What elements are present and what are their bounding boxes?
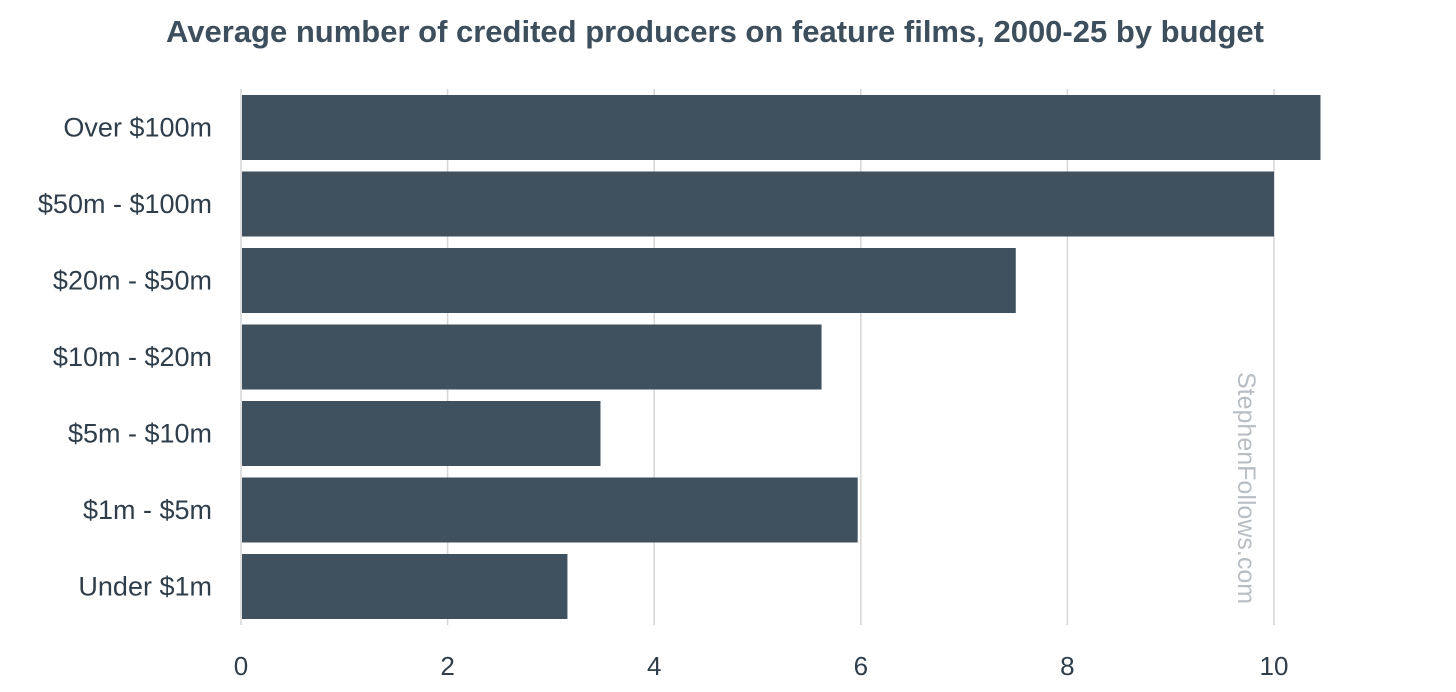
bar-1 <box>242 171 1274 237</box>
category-label-3: $10m - $20m <box>53 342 212 372</box>
x-tick-label-4: 4 <box>647 651 661 681</box>
x-tick-label-6: 6 <box>854 651 868 681</box>
category-label-1: $50m - $100m <box>38 189 212 219</box>
watermark: StephenFollows.com <box>1232 372 1260 604</box>
category-label-4: $5m - $10m <box>68 419 212 449</box>
bar-layer <box>242 95 1321 619</box>
x-tick-label-8: 8 <box>1060 651 1074 681</box>
bar-3 <box>242 324 822 390</box>
x-tick-label-2: 2 <box>440 651 454 681</box>
x-axis-tick-labels: 0 2 4 6 8 10 <box>234 651 1289 681</box>
x-tick-label-0: 0 <box>234 651 248 681</box>
bar-6 <box>242 554 568 619</box>
category-label-5: $1m - $5m <box>83 495 212 525</box>
bar-2 <box>242 248 1016 313</box>
category-labels: Over $100m $50m - $100m $20m - $50m $10m - … <box>38 113 212 602</box>
category-label-6: Under $1m <box>78 572 212 602</box>
bar-5 <box>242 477 858 543</box>
category-label-0: Over $100m <box>63 113 212 143</box>
chart-title: Average number of credited producers on … <box>166 14 1264 49</box>
bar-4 <box>242 401 601 466</box>
x-tick-label-10: 10 <box>1260 651 1289 681</box>
bar-0 <box>242 95 1321 160</box>
category-label-2: $20m - $50m <box>53 266 212 296</box>
